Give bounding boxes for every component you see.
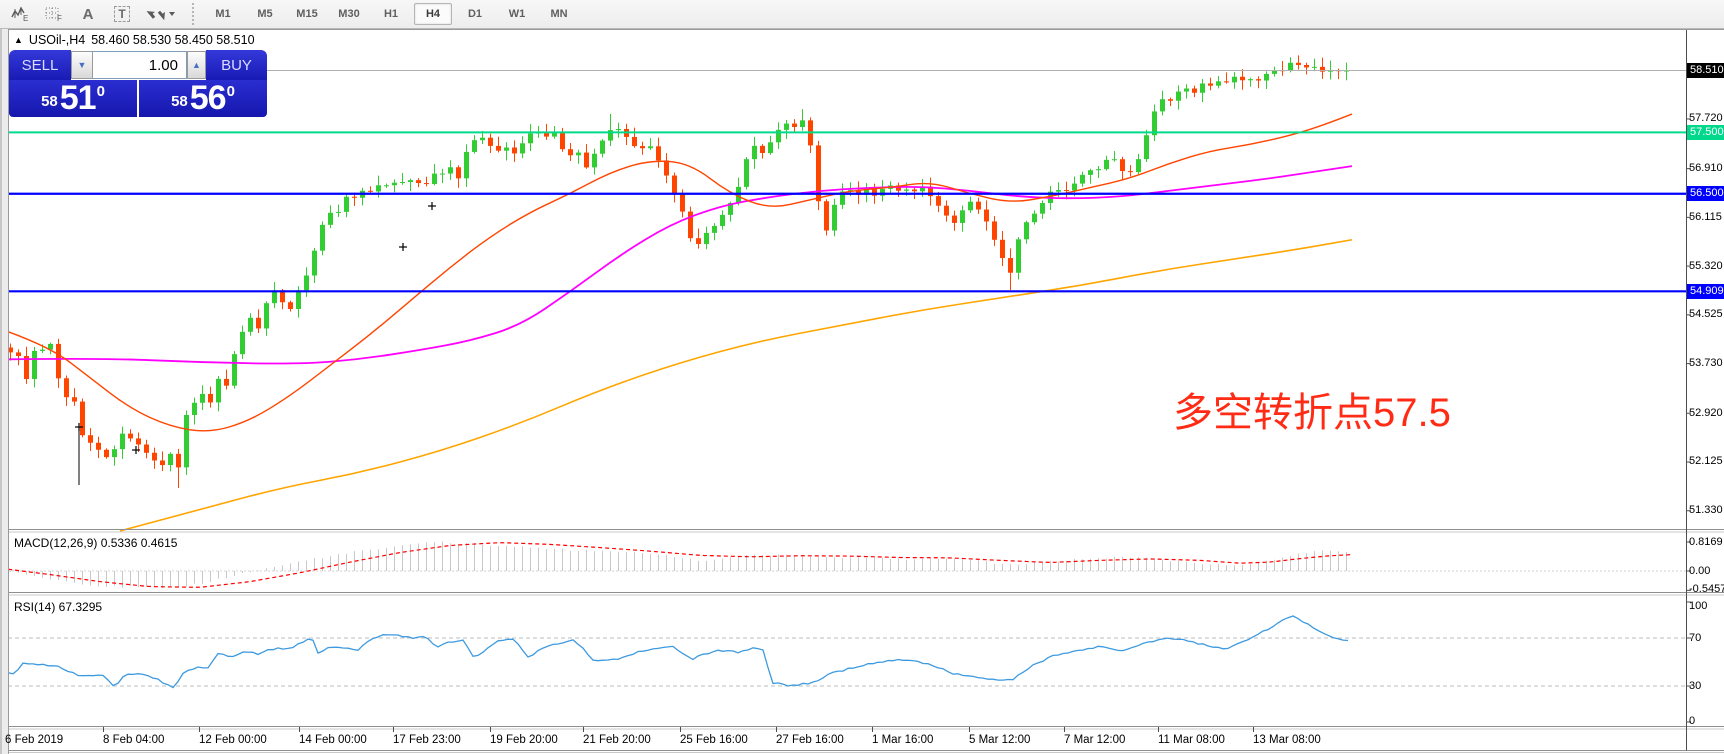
timeframe-button-h4[interactable]: H4 bbox=[414, 3, 452, 25]
volume-decrease-button[interactable]: ▼ bbox=[71, 51, 93, 79]
trade-panel-price-row: 58 51 0 58 56 0 bbox=[9, 80, 267, 117]
sell-price-sup: 0 bbox=[96, 83, 105, 100]
time-axis-label: 8 Feb 04:00 bbox=[103, 734, 165, 746]
rsi-axis-label: 70 bbox=[1689, 631, 1702, 644]
rsi-axis-label: 100 bbox=[1689, 600, 1708, 612]
rsi-indicator bbox=[7, 615, 1349, 689]
time-axis-label: 17 Feb 23:00 bbox=[393, 734, 461, 746]
buy-price-big: 56 bbox=[189, 79, 227, 117]
timeframe-group: M1 M5 M15 M30 H1 H4 D1 W1 MN bbox=[204, 3, 578, 25]
time-axis-label: 19 Feb 20:00 bbox=[490, 734, 558, 746]
indicator-list-icon[interactable]: E bbox=[6, 2, 34, 26]
timeframe-button-h1[interactable]: H1 bbox=[383, 8, 399, 20]
time-axis-label: 25 Feb 16:00 bbox=[680, 734, 748, 746]
price-badge-58.510: 58.510 bbox=[1687, 63, 1724, 78]
text-box-icon[interactable]: T bbox=[108, 2, 136, 26]
arrow-objects-icon[interactable] bbox=[142, 2, 178, 26]
candlestick-series bbox=[8, 55, 1349, 489]
macd-signal-line bbox=[7, 542, 1353, 588]
macd-pane-label: MACD(12,26,9) 0.5336 0.4615 bbox=[14, 536, 178, 550]
ma-slow-orange-line bbox=[119, 238, 1353, 532]
timeframe-button-d1[interactable]: D1 bbox=[467, 8, 483, 20]
moving-averages bbox=[7, 113, 1353, 532]
price-badge-56.500: 56.500 bbox=[1687, 186, 1724, 202]
time-axis-label: 6 Feb 2019 bbox=[5, 734, 64, 746]
price-axis-label: 53.730 bbox=[1689, 357, 1723, 370]
svg-text:E: E bbox=[23, 14, 28, 22]
collapse-triangle-icon[interactable]: ▲ bbox=[14, 35, 23, 45]
chart-text-annotation[interactable]: 多空转折点57.5 bbox=[1173, 391, 1451, 435]
ma-fast-red-line bbox=[7, 113, 1353, 432]
rsi-line bbox=[7, 615, 1349, 689]
sell-price-big: 51 bbox=[59, 79, 97, 117]
chart-title: ▲ USOil-,H4 58.460 58.530 58.450 58.510 bbox=[14, 33, 255, 47]
buy-price-display[interactable]: 58 56 0 bbox=[139, 80, 267, 117]
time-axis-label: 7 Mar 12:00 bbox=[1064, 734, 1126, 746]
time-axis-label: 5 Mar 12:00 bbox=[969, 734, 1031, 746]
volume-input[interactable] bbox=[93, 51, 187, 79]
timeframe-button-m30[interactable]: M30 bbox=[338, 8, 360, 20]
price-axis-label: 52.920 bbox=[1689, 406, 1723, 419]
macd-axis-label: 0.8169 bbox=[1689, 536, 1723, 548]
timeframe-button-m15[interactable]: M15 bbox=[296, 8, 318, 20]
price-badge-57.500: 57.500 bbox=[1687, 124, 1724, 140]
price-axis-label: 51.330 bbox=[1689, 504, 1723, 517]
horizontal-line-objects bbox=[8, 70, 1686, 293]
rsi-axis-label: 0 bbox=[1689, 715, 1696, 727]
timeframe-button-mn[interactable]: MN bbox=[550, 8, 568, 20]
chart-ohlc-quote: 58.460 58.530 58.450 58.510 bbox=[91, 33, 255, 47]
timeframe-button-m1[interactable]: M1 bbox=[215, 8, 231, 20]
chart-frame bbox=[5, 29, 1724, 753]
price-axis-label: 54.525 bbox=[1689, 308, 1723, 321]
time-axis-label: 1 Mar 16:00 bbox=[872, 734, 934, 746]
price-axis-label: 52.125 bbox=[1689, 455, 1723, 468]
time-axis-label: 13 Mar 08:00 bbox=[1253, 734, 1321, 746]
toolbar: E F A T M1 M5 M15 M30 H1 H4 D1 W1 MN bbox=[0, 0, 1724, 29]
price-axis-label: 56.115 bbox=[1689, 210, 1722, 223]
price-axis-label: 56.910 bbox=[1689, 162, 1723, 175]
buy-price-sup: 0 bbox=[226, 83, 235, 100]
rsi-pane-label: RSI(14) 67.3295 bbox=[14, 600, 103, 614]
rsi-axis-label: 30 bbox=[1689, 679, 1702, 692]
price-axis-label: 57.720 bbox=[1689, 112, 1723, 125]
volume-increase-button[interactable]: ▲ bbox=[187, 51, 206, 79]
timeframe-button-m5[interactable]: M5 bbox=[257, 8, 273, 20]
sell-price-prefix: 58 bbox=[41, 93, 58, 110]
sell-button[interactable]: SELL bbox=[9, 50, 71, 80]
svg-text:F: F bbox=[57, 14, 62, 22]
timeframe-button-w1[interactable]: W1 bbox=[508, 8, 526, 20]
time-axis-label: 11 Mar 08:00 bbox=[1158, 734, 1225, 746]
price-axis-label: 55.320 bbox=[1689, 259, 1723, 272]
cross-markers bbox=[75, 202, 436, 485]
dropdown-caret-icon bbox=[169, 12, 175, 16]
trade-panel-top-row: SELL ▼ ▲ BUY bbox=[9, 50, 267, 80]
macd-axis-label: 0.00 bbox=[1689, 564, 1711, 577]
toolbar-separator bbox=[192, 3, 194, 25]
time-axis-label: 12 Feb 00:00 bbox=[199, 734, 267, 746]
macd-axis-label: -0.5457 bbox=[1689, 583, 1724, 595]
time-axis-label: 27 Feb 16:00 bbox=[776, 734, 844, 746]
sell-price-display[interactable]: 58 51 0 bbox=[9, 80, 137, 117]
macd-indicator bbox=[7, 541, 1353, 589]
buy-price-prefix: 58 bbox=[171, 93, 188, 110]
grid-icon[interactable]: F bbox=[40, 2, 68, 26]
time-axis-label: 14 Feb 00:00 bbox=[299, 734, 367, 746]
time-axis-label: 21 Feb 20:00 bbox=[583, 734, 651, 746]
price-badge-54.909: 54.909 bbox=[1687, 283, 1724, 299]
buy-button[interactable]: BUY bbox=[206, 50, 267, 80]
window-left-frame bbox=[0, 28, 9, 754]
chart-symbol-period: USOil-,H4 bbox=[28, 33, 86, 47]
text-label-icon[interactable]: A bbox=[82, 5, 94, 23]
